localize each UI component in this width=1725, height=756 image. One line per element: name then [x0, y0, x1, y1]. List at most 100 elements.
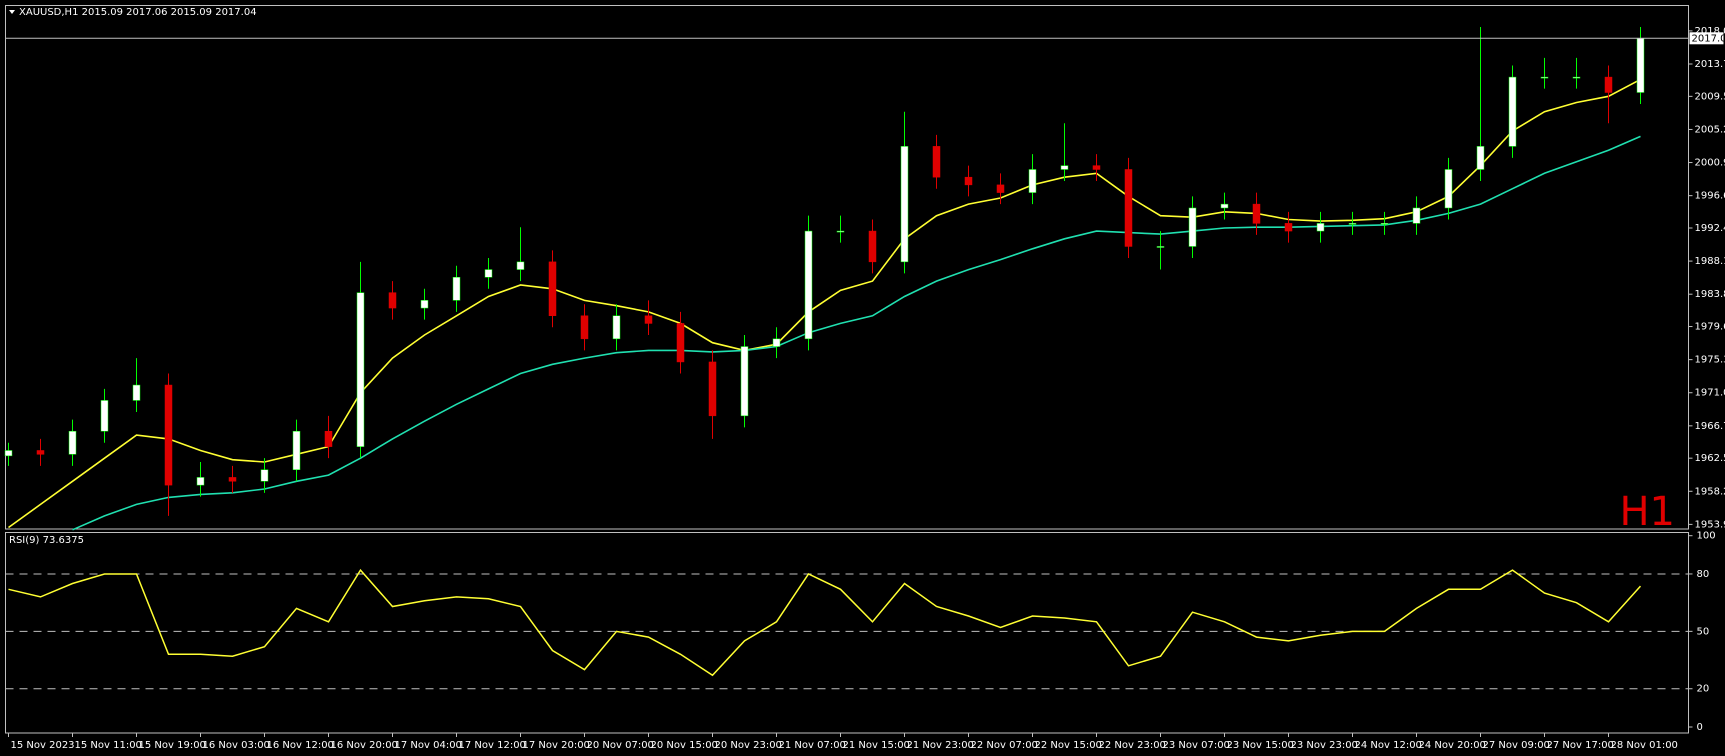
y-tick-label: 1996.60 [1695, 191, 1725, 202]
candle-body [548, 261, 557, 317]
x-tick-label: 16 Nov 03:00 [203, 740, 270, 751]
y-tick-label: 1992.40 [1695, 223, 1725, 234]
current-price-box [1689, 32, 1724, 45]
candle-body [1380, 223, 1389, 225]
candle-body [772, 338, 781, 347]
y-tick-label: 1979.60 [1695, 322, 1725, 333]
y-tick-label: 2009.50 [1695, 91, 1725, 102]
y-tick-label: 1958.20 [1695, 486, 1725, 497]
x-tick-label: 20 Nov 23:00 [715, 740, 782, 751]
candle-body [1604, 76, 1613, 93]
x-tick-label: 27 Nov 17:00 [1547, 740, 1614, 751]
candle-body [644, 315, 653, 324]
moving-average [72, 135, 1641, 531]
candle-body [900, 146, 909, 263]
candle-body [1124, 169, 1133, 247]
candle-body [1444, 169, 1453, 209]
candle-body [68, 430, 77, 455]
candle-body [324, 430, 333, 447]
candle-body [484, 269, 493, 278]
candle-body [1252, 203, 1261, 224]
y-tick-label: 50 [1697, 626, 1710, 637]
candle-body [1188, 207, 1197, 247]
candle-body [228, 477, 237, 482]
x-tick-label: 21 Nov 15:00 [843, 740, 910, 751]
x-tick-label: 15 Nov 19:00 [139, 740, 206, 751]
candle-body [100, 400, 109, 432]
candle-body [996, 184, 1005, 193]
candle-body [1412, 207, 1421, 224]
candle-body [1220, 203, 1229, 209]
x-tick-label: 21 Nov 23:00 [907, 740, 974, 751]
candle-body [388, 292, 397, 309]
candle-body [580, 315, 589, 340]
x-tick-label: 22 Nov 15:00 [1035, 740, 1102, 751]
candle-body [1028, 169, 1037, 193]
x-tick-label: 15 Nov 2023 [11, 740, 75, 751]
x-tick-label: 24 Nov 20:00 [1419, 740, 1486, 751]
y-tick-label: 1971.00 [1695, 388, 1725, 399]
candle-body [516, 261, 525, 270]
candle-body [964, 176, 973, 186]
x-tick-label: 21 Nov 07:00 [779, 740, 846, 751]
y-tick-label: 80 [1697, 569, 1710, 580]
candle-body [1092, 165, 1101, 170]
x-tick-label: 23 Nov 07:00 [1163, 740, 1230, 751]
candle-body [1572, 76, 1581, 79]
candle-body [164, 384, 173, 486]
y-tick-label: 1962.50 [1695, 453, 1725, 464]
candle-body [196, 477, 205, 486]
y-tick-label: 1975.30 [1695, 355, 1725, 366]
x-tick-label: 23 Nov 15:00 [1227, 740, 1294, 751]
x-tick-label: 28 Nov 01:00 [1611, 740, 1678, 751]
y-tick-label: 0 [1697, 722, 1703, 733]
x-tick-label: 15 Nov 11:00 [75, 740, 142, 751]
x-tick-label: 17 Nov 12:00 [459, 740, 526, 751]
candle-body [1284, 223, 1293, 232]
rsi-title: RSI(9) 73.6375 [9, 535, 84, 546]
candle-body [1540, 76, 1549, 79]
candle-body [292, 430, 301, 470]
x-tick-label: 17 Nov 04:00 [395, 740, 462, 751]
candle-body [836, 230, 845, 233]
y-tick-label: 2005.20 [1695, 124, 1725, 135]
price-panel [5, 5, 1689, 530]
timeframe-label: H1 [1619, 489, 1675, 535]
chart-title: XAUUSD,H1 2015.09 2017.06 2015.09 2017.0… [19, 7, 257, 18]
candle-body [1348, 223, 1357, 225]
menu-arrow [9, 10, 15, 14]
candle-body [1636, 38, 1645, 93]
x-tick-label: 22 Nov 07:00 [971, 740, 1038, 751]
candle-body [740, 346, 749, 417]
candle-body [1156, 246, 1165, 248]
candle-body [1476, 146, 1485, 170]
candle-body [612, 315, 621, 340]
candle-body [4, 450, 13, 457]
candle-body [260, 469, 269, 482]
candle-body [932, 146, 941, 178]
x-tick-label: 16 Nov 12:00 [267, 740, 334, 751]
x-tick-label: 16 Nov 20:00 [331, 740, 398, 751]
y-tick-label: 1953.90 [1695, 519, 1725, 530]
current-price-label: 2017.04 [1692, 33, 1725, 44]
candle-body [708, 361, 717, 417]
y-tick-label: 2018.00 [1695, 26, 1725, 37]
y-tick-label: 2000.90 [1695, 158, 1725, 169]
y-tick-label: 1988.10 [1695, 256, 1725, 267]
x-tick-label: 20 Nov 15:00 [651, 740, 718, 751]
x-tick-label: 17 Nov 20:00 [523, 740, 590, 751]
x-tick-label: 22 Nov 23:00 [1099, 740, 1166, 751]
candle-body [676, 323, 685, 363]
rsi-panel [5, 532, 1689, 734]
candle-body [36, 450, 45, 455]
y-tick-label: 1983.80 [1695, 289, 1725, 300]
candle-body [1316, 223, 1325, 232]
y-tick-label: 100 [1697, 531, 1716, 542]
y-tick-label: 1966.70 [1695, 421, 1725, 432]
candle-body [356, 292, 365, 447]
y-tick-label: 2013.70 [1695, 59, 1725, 70]
candle-body [1060, 165, 1069, 170]
